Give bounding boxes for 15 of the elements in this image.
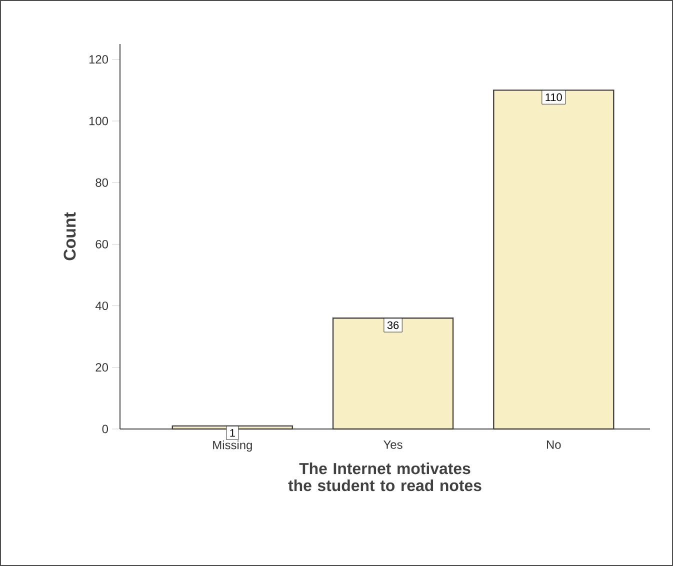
y-tick-label: 100 — [89, 116, 108, 126]
y-tick-label: 0 — [102, 424, 108, 434]
y-tick-label: 60 — [96, 240, 108, 248]
x-tick-label: Yes — [384, 440, 402, 449]
x-axis-title: The Internet motivates the student to read notes — [288, 462, 482, 492]
data-label: 36 — [387, 321, 399, 330]
data-label: 1 — [230, 429, 235, 437]
x-tick-label: Missing — [213, 440, 252, 452]
y-tick-label: 80 — [96, 178, 108, 187]
y-axis-title: Count — [64, 212, 76, 260]
x-tick-label: No — [546, 440, 561, 449]
data-label: 110 — [546, 93, 562, 102]
y-tick-label: 20 — [96, 363, 108, 372]
y-tick-label: 120 — [89, 55, 108, 64]
y-tick-label: 40 — [95, 302, 108, 310]
